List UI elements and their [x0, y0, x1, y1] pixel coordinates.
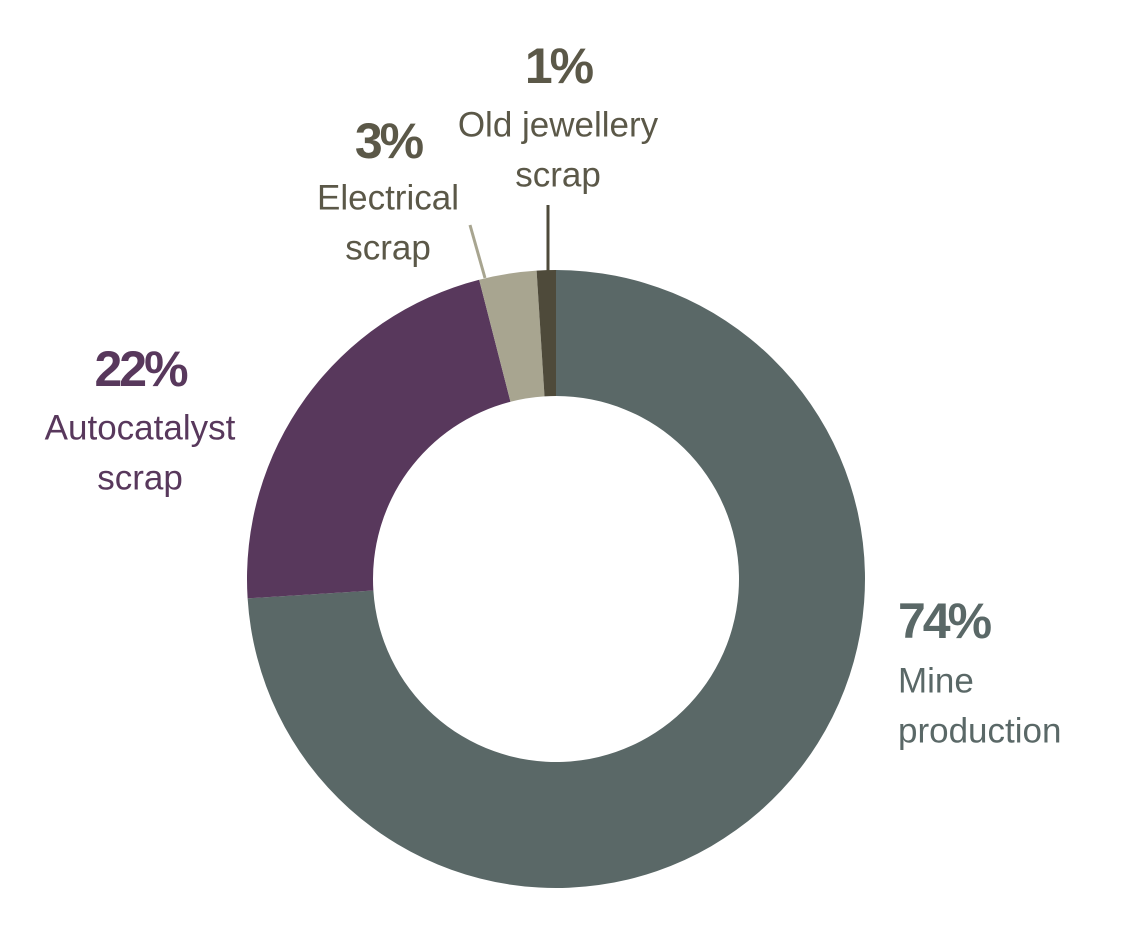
value-label: 22% [94, 341, 188, 397]
slice [536, 270, 556, 397]
value-label: 74% [898, 593, 992, 649]
slice [247, 270, 865, 889]
value-label: 3% [355, 113, 424, 169]
category-label: Electrical [317, 178, 459, 217]
category-label: scrap [345, 228, 431, 267]
category-label: scrap [515, 155, 601, 194]
category-label: Old jewellery [458, 105, 659, 144]
slice [479, 270, 545, 402]
category-label: scrap [97, 458, 183, 497]
leader-line [468, 224, 487, 279]
category-label: Autocatalyst [45, 408, 236, 447]
category-label: production [898, 711, 1061, 750]
category-label: Mine [898, 661, 974, 700]
value-label: 1% [525, 38, 594, 94]
slice [247, 279, 511, 599]
